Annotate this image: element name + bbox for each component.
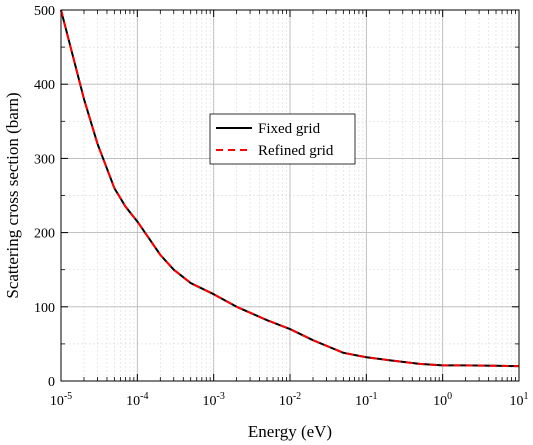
series-layer: [60, 9, 520, 368]
legend-box: [209, 113, 356, 165]
x-tick-labels: 10-5 10-4 10-3 10-2 10-1 100 101: [50, 391, 529, 409]
x-tick-label: 10-1: [355, 391, 377, 409]
x-tick-label: 10-5: [50, 391, 72, 409]
legend-label-1: Fixed grid: [258, 121, 321, 137]
x-tick-label: 10-3: [202, 391, 224, 409]
y-axis-title: Scattering cross section (barn): [3, 92, 22, 298]
grid: [60, 10, 520, 381]
y-tick-label: 500: [34, 4, 55, 19]
series-line-2: [60, 9, 520, 368]
axis-ticks: [60, 9, 520, 382]
y-tick-label: 200: [34, 227, 55, 242]
y-tick-label: 400: [34, 78, 55, 93]
y-tick-labels: 0 100 200 300 400 500: [34, 4, 55, 390]
x-tick-label: 10-4: [126, 391, 148, 409]
y-tick-label: 300: [34, 152, 55, 167]
y-tick-label: 0: [48, 375, 55, 390]
x-axis-title: Energy (eV): [248, 422, 332, 441]
legend-label-2: Refined grid: [258, 143, 334, 159]
y-tick-label: 100: [34, 301, 55, 316]
x-tick-label: 100: [433, 391, 452, 409]
x-tick-label: 101: [510, 391, 529, 409]
legend: Fixed grid Refined grid: [209, 113, 356, 165]
x-tick-label: 10-2: [279, 391, 301, 409]
